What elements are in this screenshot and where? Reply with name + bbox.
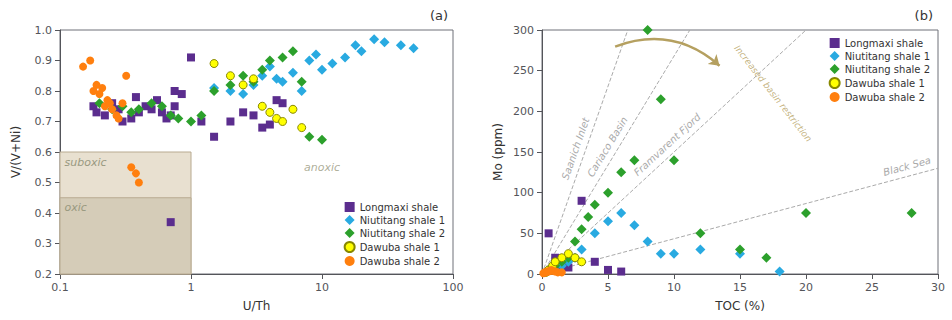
svg-text:Mo (ppm): Mo (ppm) xyxy=(491,123,505,181)
svg-text:0.1: 0.1 xyxy=(51,281,69,294)
svg-text:Cariaco Basin: Cariaco Basin xyxy=(585,115,630,179)
svg-text:0.2: 0.2 xyxy=(35,268,53,281)
svg-text:V/(V+Ni): V/(V+Ni) xyxy=(9,126,23,178)
svg-text:oxic: oxic xyxy=(65,201,87,214)
svg-text:200: 200 xyxy=(513,105,534,118)
svg-text:Niutitang shale 1: Niutitang shale 1 xyxy=(360,215,445,226)
svg-text:15: 15 xyxy=(733,281,747,294)
svg-text:Longmaxi shale: Longmaxi shale xyxy=(360,202,439,213)
svg-text:0: 0 xyxy=(539,281,546,294)
svg-text:Niutitang shale 2: Niutitang shale 2 xyxy=(845,64,930,75)
svg-text:Longmaxi shale: Longmaxi shale xyxy=(845,38,924,49)
svg-text:Increased basin restriction: Increased basin restriction xyxy=(732,43,814,144)
svg-text:0.8: 0.8 xyxy=(35,85,53,98)
svg-text:20: 20 xyxy=(799,281,813,294)
svg-text:0.5: 0.5 xyxy=(35,176,53,189)
svg-text:300: 300 xyxy=(513,24,534,37)
svg-text:50: 50 xyxy=(520,227,534,240)
svg-text:0.6: 0.6 xyxy=(35,146,53,159)
svg-text:Dawuba shale 1: Dawuba shale 1 xyxy=(360,242,440,253)
svg-text:U/Th: U/Th xyxy=(243,299,271,313)
svg-text:Saanich Inlet: Saanich Inlet xyxy=(559,116,592,182)
svg-text:anoxic: anoxic xyxy=(304,161,340,174)
svg-text:Dawuba shale 2: Dawuba shale 2 xyxy=(360,256,440,267)
svg-text:100: 100 xyxy=(443,281,464,294)
svg-text:Niutitang shale 1: Niutitang shale 1 xyxy=(845,51,930,62)
svg-text:100: 100 xyxy=(513,186,534,199)
svg-text:Framvarent Fjord: Framvarent Fjord xyxy=(632,111,703,178)
svg-text:25: 25 xyxy=(865,281,879,294)
svg-text:(b): (b) xyxy=(915,8,933,23)
svg-text:Dawuba shale 2: Dawuba shale 2 xyxy=(845,92,925,103)
svg-text:10: 10 xyxy=(667,281,681,294)
svg-text:0.7: 0.7 xyxy=(35,115,53,128)
svg-text:1.0: 1.0 xyxy=(35,24,53,37)
svg-text:Black Sea: Black Sea xyxy=(882,155,932,178)
svg-text:150: 150 xyxy=(513,146,534,159)
svg-text:0: 0 xyxy=(527,268,534,281)
svg-text:0.9: 0.9 xyxy=(35,54,53,67)
svg-text:Niutitang shale 2: Niutitang shale 2 xyxy=(360,228,445,239)
svg-text:1: 1 xyxy=(188,281,195,294)
svg-text:250: 250 xyxy=(513,64,534,77)
svg-text:(a): (a) xyxy=(430,8,448,23)
svg-text:suboxic: suboxic xyxy=(65,156,107,169)
svg-text:0.3: 0.3 xyxy=(35,237,53,250)
svg-text:TOC (%): TOC (%) xyxy=(714,299,765,313)
svg-text:10: 10 xyxy=(315,281,329,294)
svg-text:0.4: 0.4 xyxy=(35,207,53,220)
svg-text:5: 5 xyxy=(605,281,612,294)
svg-text:Dawuba shale 1: Dawuba shale 1 xyxy=(845,78,925,89)
svg-text:30: 30 xyxy=(931,281,945,294)
